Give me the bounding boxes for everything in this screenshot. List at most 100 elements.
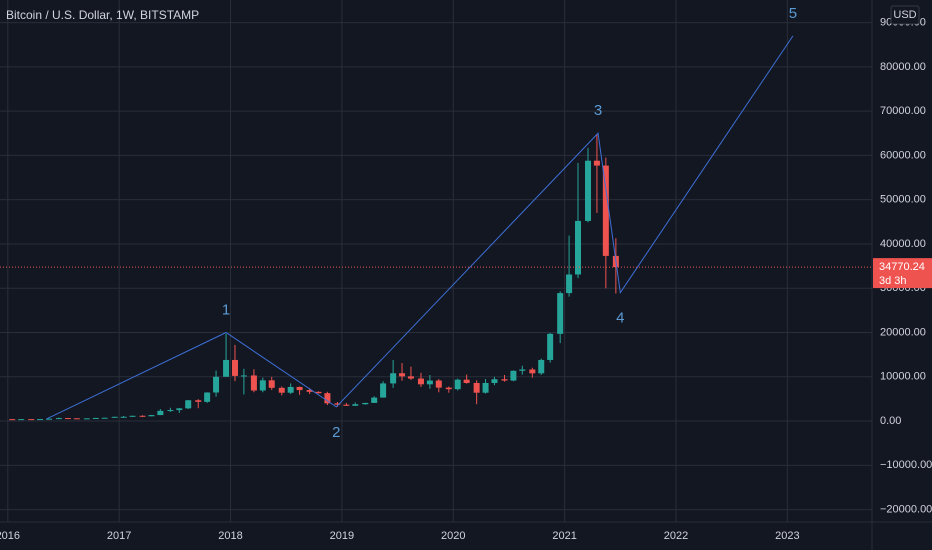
candle-body bbox=[407, 376, 414, 379]
candle-body bbox=[92, 417, 99, 419]
candle-body bbox=[324, 393, 331, 404]
candle-body bbox=[73, 418, 80, 420]
candle-body bbox=[268, 380, 275, 388]
y-tick-label: 50000.00 bbox=[880, 194, 926, 206]
candle-body bbox=[46, 418, 53, 420]
y-tick-label: 20000.00 bbox=[880, 326, 926, 338]
x-tick-label: 2019 bbox=[330, 530, 354, 542]
candle-body bbox=[204, 392, 211, 402]
y-tick-label: 10000.00 bbox=[880, 371, 926, 383]
candle-body bbox=[399, 373, 406, 377]
candle-body bbox=[445, 387, 452, 390]
candle-body bbox=[120, 416, 127, 418]
candle-body bbox=[426, 380, 433, 385]
candle-body bbox=[482, 382, 489, 393]
candle-body bbox=[185, 400, 192, 409]
wave-label: 2 bbox=[332, 424, 340, 441]
chart-title: Bitcoin / U.S. Dollar, 1W, BITSTAMP bbox=[6, 8, 199, 22]
wave-label: 4 bbox=[616, 310, 624, 327]
x-tick-label: 2020 bbox=[441, 530, 465, 542]
candle-body bbox=[529, 369, 536, 374]
candle-body bbox=[585, 160, 592, 221]
candle-body bbox=[37, 419, 44, 421]
wave-line bbox=[46, 35, 794, 420]
candle-body bbox=[28, 419, 35, 421]
candle-body bbox=[574, 220, 581, 275]
candle-body bbox=[167, 410, 174, 412]
candle-body bbox=[176, 408, 183, 411]
x-tick-label: 2016 bbox=[0, 530, 20, 542]
y-tick-label: 70000.00 bbox=[880, 105, 926, 117]
candle-body bbox=[557, 293, 564, 334]
candle-body bbox=[566, 274, 573, 294]
candle-body bbox=[519, 369, 526, 371]
candle-body bbox=[64, 418, 71, 420]
x-tick-label: 2023 bbox=[775, 530, 799, 542]
grid bbox=[0, 0, 872, 522]
x-tick-label: 2017 bbox=[107, 530, 131, 542]
candle-body bbox=[334, 403, 341, 405]
axes: −20000.00−10000.000.0010000.0020000.0030… bbox=[0, 16, 932, 542]
candle-body bbox=[129, 415, 136, 417]
candle-body bbox=[352, 404, 359, 406]
last-price-label: 34770.24 bbox=[879, 261, 925, 273]
y-tick-label: 80000.00 bbox=[880, 61, 926, 73]
candle-body bbox=[111, 416, 118, 418]
candle-body bbox=[315, 391, 322, 394]
candle-body bbox=[362, 402, 369, 405]
candle-body bbox=[538, 359, 545, 374]
candle-body bbox=[547, 333, 554, 360]
candle-body bbox=[296, 386, 303, 391]
candle-body bbox=[148, 415, 155, 417]
x-tick-label: 2021 bbox=[552, 530, 576, 542]
x-tick-label: 2018 bbox=[218, 530, 242, 542]
candle-body bbox=[306, 390, 313, 392]
candle-body bbox=[287, 386, 294, 393]
plot: 1 2 3 4 5 bbox=[0, 5, 872, 441]
candle-body bbox=[231, 359, 238, 376]
candle-body bbox=[259, 380, 266, 391]
candle-body bbox=[213, 376, 220, 393]
candle-body bbox=[371, 397, 378, 403]
candle-body bbox=[343, 404, 350, 406]
y-tick-label: 60000.00 bbox=[880, 149, 926, 161]
last-price-tag bbox=[873, 258, 932, 289]
wave-label: 5 bbox=[789, 5, 797, 22]
candle-body bbox=[435, 380, 442, 388]
candle-body bbox=[9, 419, 16, 421]
candle-body bbox=[195, 400, 202, 402]
candle-body bbox=[83, 418, 90, 420]
candle-body bbox=[380, 383, 387, 398]
y-tick-label: 40000.00 bbox=[880, 238, 926, 250]
wave-label: 1 bbox=[222, 301, 230, 318]
candle-body bbox=[491, 379, 498, 383]
candle-body bbox=[18, 419, 25, 421]
y-tick-label: −10000.00 bbox=[880, 459, 932, 471]
candle-body bbox=[454, 379, 461, 390]
wave-label: 3 bbox=[594, 102, 602, 119]
candle-body bbox=[101, 417, 108, 419]
currency-label[interactable]: USD bbox=[893, 9, 916, 21]
candle-body bbox=[223, 359, 230, 377]
countdown-label: 3d 3h bbox=[879, 275, 907, 287]
candle-body bbox=[593, 160, 600, 166]
candle-body bbox=[463, 379, 470, 383]
y-tick-label: 0.00 bbox=[880, 415, 901, 427]
candle-body bbox=[501, 379, 508, 381]
candle-body bbox=[157, 410, 164, 416]
candle-body bbox=[139, 415, 146, 417]
candle-body bbox=[56, 418, 63, 420]
y-tick-label: −20000.00 bbox=[880, 504, 932, 516]
candle-body bbox=[250, 375, 257, 391]
candle-body bbox=[240, 375, 247, 377]
x-tick-label: 2022 bbox=[664, 530, 688, 542]
candle-body bbox=[417, 378, 424, 385]
candle-body bbox=[602, 165, 609, 256]
candle-body bbox=[510, 370, 517, 381]
candle-body bbox=[473, 382, 480, 393]
currency-badge[interactable] bbox=[890, 5, 920, 25]
candle-body bbox=[278, 387, 285, 393]
